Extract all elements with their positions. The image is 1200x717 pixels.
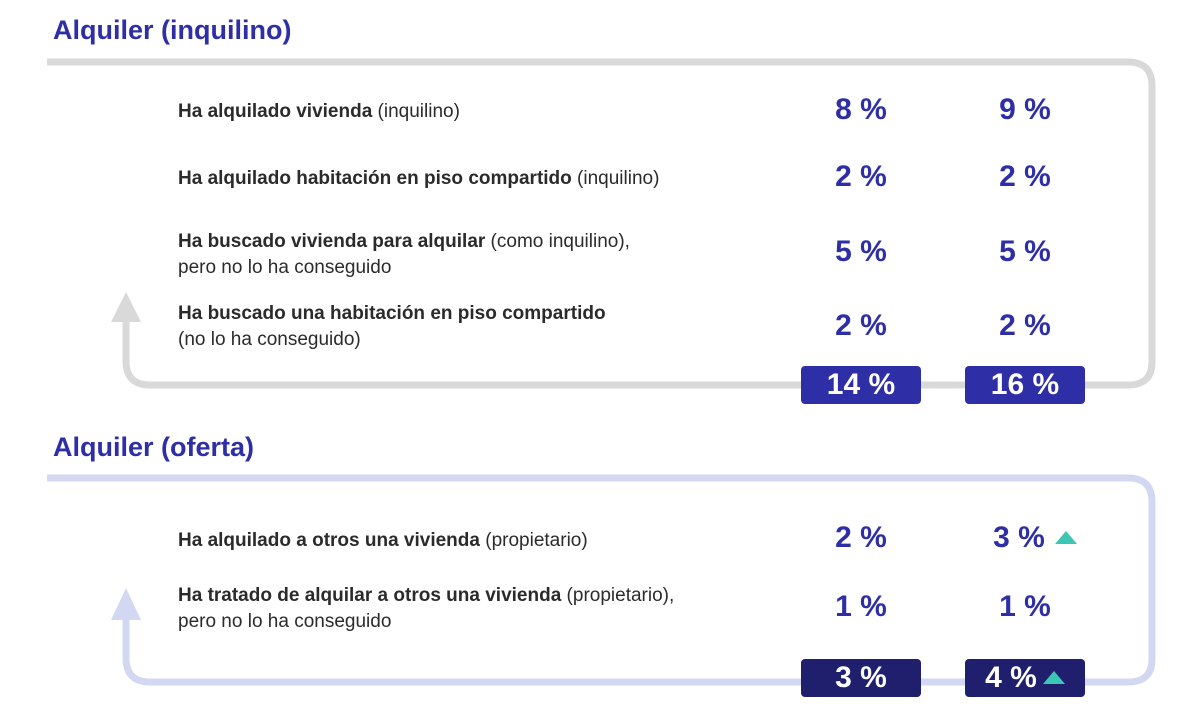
row-value-col2: 1 % — [999, 590, 1051, 623]
total-badge-col1: 3 % — [801, 659, 921, 697]
frame-1-outline — [47, 58, 1156, 389]
frame-2-outline — [47, 474, 1156, 686]
row-value-col1: 1 % — [835, 590, 887, 623]
row-value-col2: 2 % — [999, 309, 1051, 342]
frame-1-arrow-up-icon — [111, 292, 141, 322]
row-label: Ha buscado vivienda para alquilar (como … — [178, 231, 630, 278]
row-label: Ha alquilado vivienda (inquilino) — [178, 101, 460, 122]
row-value-col1: 2 % — [835, 309, 887, 342]
row-value-col2: 2 % — [999, 160, 1051, 193]
row-label: Ha buscado una habitación en piso compar… — [178, 303, 606, 350]
row-value-col2: 3 % — [975, 521, 1095, 555]
row-value-col1: 2 % — [835, 521, 887, 554]
row-value-col1: 2 % — [835, 160, 887, 193]
row-label: Ha alquilado habitación en piso comparti… — [178, 168, 660, 189]
row-label: Ha tratado de alquilar a otros una vivie… — [178, 585, 675, 632]
row-value-col2: 5 % — [999, 235, 1051, 268]
total-badge-col2: 16 % — [965, 366, 1085, 404]
frame-2-arrow-up-icon — [111, 588, 141, 620]
section-title-inquilino: Alquiler (inquilino) — [53, 15, 292, 45]
trend-up-icon — [1042, 671, 1065, 684]
total-badge-col2: 4 % — [965, 659, 1085, 697]
row-value-col2: 9 % — [999, 93, 1051, 126]
section-title-oferta: Alquiler (oferta) — [53, 432, 255, 462]
row-value-col1: 8 % — [835, 93, 887, 126]
trend-up-icon — [1054, 531, 1077, 544]
row-value-col1: 5 % — [835, 235, 887, 268]
row-label: Ha alquilado a otros una vivienda (propi… — [178, 530, 588, 551]
total-badge-col1: 14 % — [801, 366, 921, 404]
